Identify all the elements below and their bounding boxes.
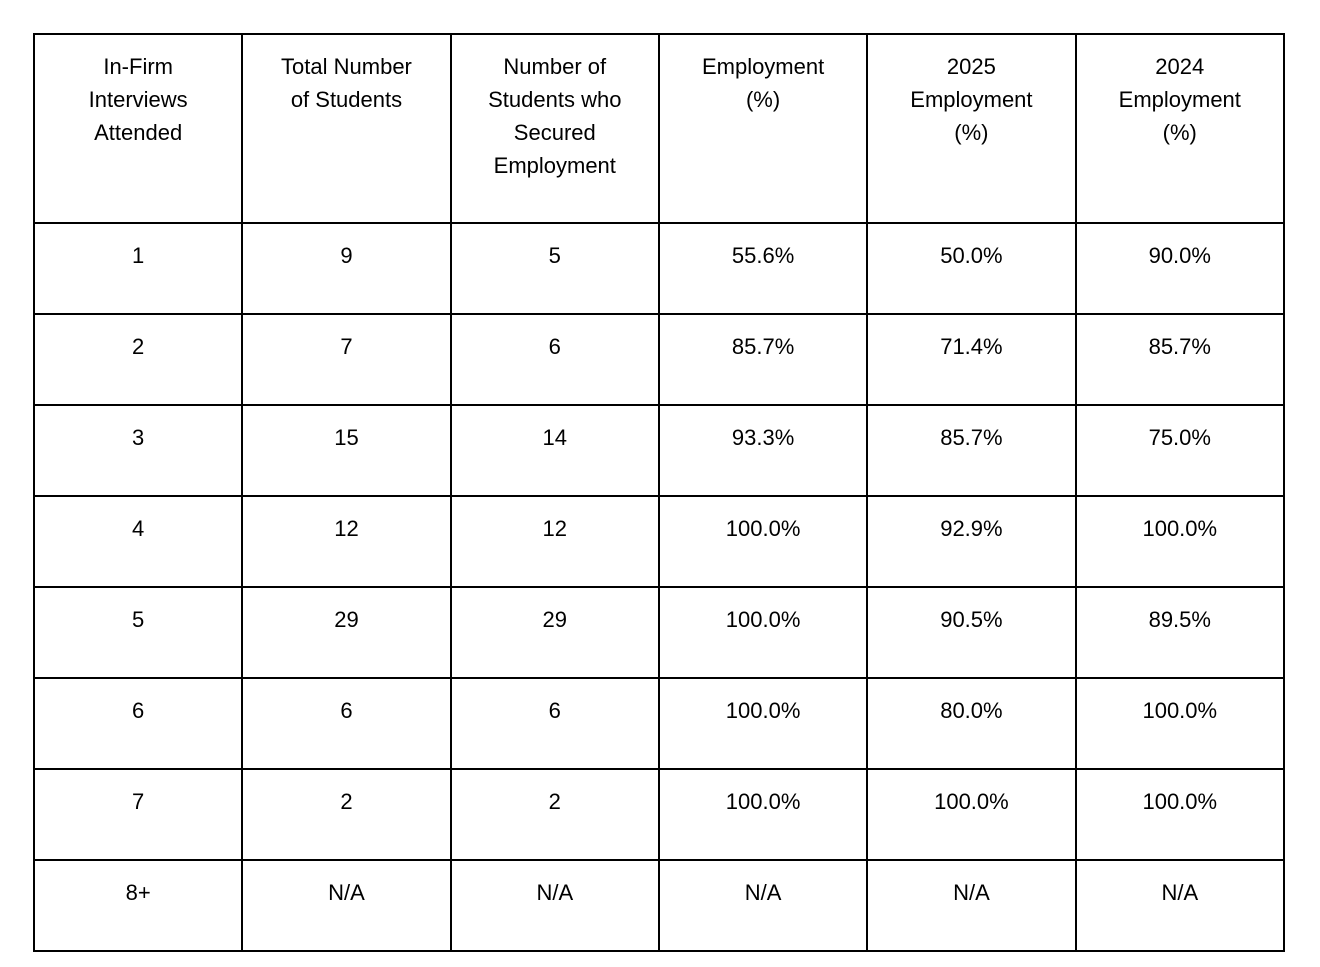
table-row: 6 6 6 100.0% 80.0% 100.0% <box>32 677 1286 770</box>
table-cell: 2 <box>449 768 660 861</box>
table-cell: 100.0% <box>1074 768 1286 861</box>
table-row: 7 2 2 100.0% 100.0% 100.0% <box>32 768 1286 861</box>
table-cell: 93.3% <box>657 404 869 497</box>
header-row: In-Firm Interviews Attended Total Number… <box>32 33 1286 224</box>
table-cell: 15 <box>241 404 452 497</box>
employment-by-interviews-table: In-Firm Interviews Attended Total Number… <box>32 33 1286 952</box>
table-row: 4 12 12 100.0% 92.9% 100.0% <box>32 495 1286 588</box>
table-cell: 2 <box>32 313 244 406</box>
table-cell: 6 <box>449 677 660 770</box>
table-cell: 12 <box>241 495 452 588</box>
table-cell: 29 <box>449 586 660 679</box>
table-cell: 85.7% <box>657 313 869 406</box>
table-cell: 80.0% <box>866 677 1077 770</box>
column-header-2025-employment-pct: 2025 Employment (%) <box>866 33 1077 224</box>
table-cell: 100.0% <box>657 677 869 770</box>
table-cell: 3 <box>32 404 244 497</box>
table-cell: 75.0% <box>1074 404 1286 497</box>
table-cell: 55.6% <box>657 222 869 315</box>
table-cell: 6 <box>449 313 660 406</box>
table-cell: N/A <box>1074 859 1286 952</box>
table-cell: N/A <box>657 859 869 952</box>
table-cell: 8+ <box>32 859 244 952</box>
table-cell: 100.0% <box>1074 677 1286 770</box>
table-cell: 100.0% <box>657 495 869 588</box>
table-cell: 92.9% <box>866 495 1077 588</box>
table-cell: 71.4% <box>866 313 1077 406</box>
table-cell: 6 <box>241 677 452 770</box>
table-cell: 100.0% <box>1074 495 1286 588</box>
table-cell: 7 <box>241 313 452 406</box>
table-cell: 1 <box>32 222 244 315</box>
table-cell: 29 <box>241 586 452 679</box>
table-cell: 14 <box>449 404 660 497</box>
table-cell: 4 <box>32 495 244 588</box>
table-cell: 5 <box>449 222 660 315</box>
column-header-total-number-of-students: Total Number of Students <box>241 33 452 224</box>
table-cell: 85.7% <box>1074 313 1286 406</box>
column-header-students-secured-employment: Number of Students who Secured Employmen… <box>449 33 660 224</box>
table-cell: 90.0% <box>1074 222 1286 315</box>
table-row: 1 9 5 55.6% 50.0% 90.0% <box>32 222 1286 315</box>
table-cell: 12 <box>449 495 660 588</box>
column-header-employment-pct: Employment (%) <box>657 33 869 224</box>
table-cell: 2 <box>241 768 452 861</box>
column-header-2024-employment-pct: 2024 Employment (%) <box>1074 33 1286 224</box>
table-row: 5 29 29 100.0% 90.5% 89.5% <box>32 586 1286 679</box>
column-header-in-firm-interviews-attended: In-Firm Interviews Attended <box>32 33 244 224</box>
table-cell: 89.5% <box>1074 586 1286 679</box>
table-cell: 9 <box>241 222 452 315</box>
table-cell: 7 <box>32 768 244 861</box>
table-cell: N/A <box>449 859 660 952</box>
table-cell: 100.0% <box>657 586 869 679</box>
table-row: 8+ N/A N/A N/A N/A N/A <box>32 859 1286 952</box>
table-row: 3 15 14 93.3% 85.7% 75.0% <box>32 404 1286 497</box>
table-cell: 6 <box>32 677 244 770</box>
table-cell: 100.0% <box>657 768 869 861</box>
table-cell: N/A <box>866 859 1077 952</box>
table-cell: 85.7% <box>866 404 1077 497</box>
table-cell: 90.5% <box>866 586 1077 679</box>
table-row: 2 7 6 85.7% 71.4% 85.7% <box>32 313 1286 406</box>
table-cell: 50.0% <box>866 222 1077 315</box>
table-cell: 100.0% <box>866 768 1077 861</box>
table-cell: 5 <box>32 586 244 679</box>
table-cell: N/A <box>241 859 452 952</box>
